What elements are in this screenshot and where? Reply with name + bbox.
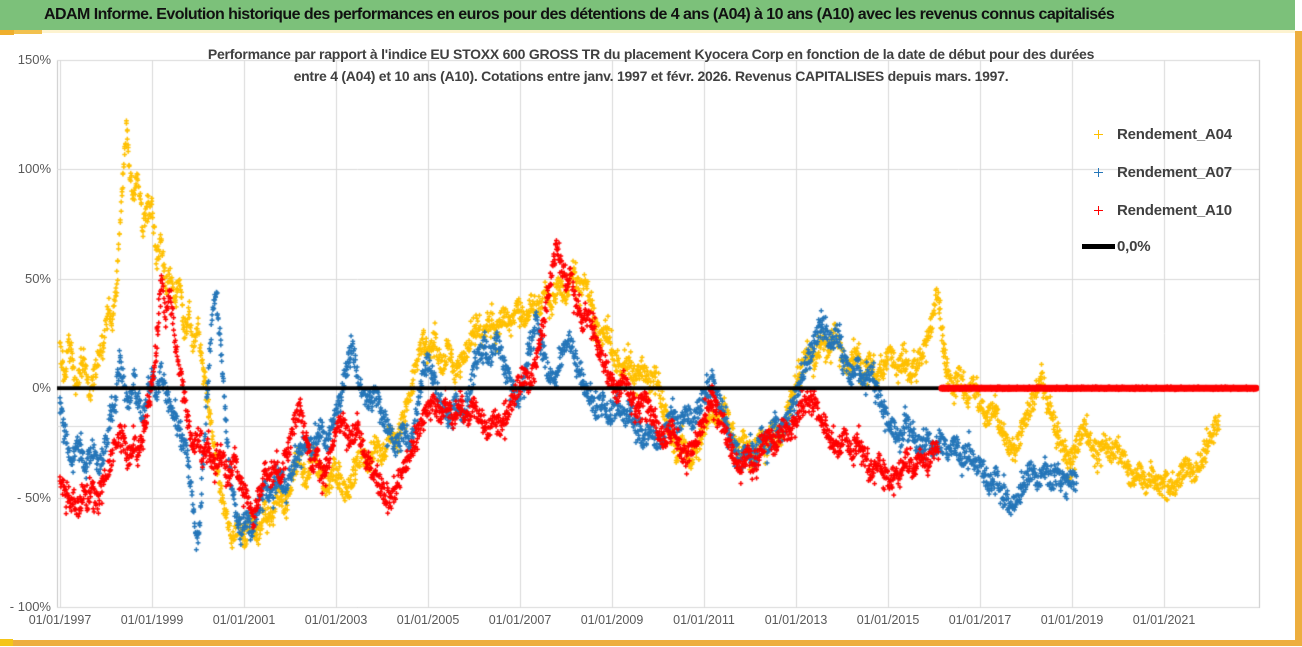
x-axis-tick-label: 01/01/2005 xyxy=(396,613,460,627)
x-axis-tick-label: 01/01/2011 xyxy=(673,613,735,627)
x-axis-tick-label: 01/01/1999 xyxy=(120,613,184,627)
x-axis-tick-label: 01/01/2001 xyxy=(212,613,276,627)
x-axis-tick-label: 01/01/2009 xyxy=(580,613,644,627)
x-axis-tick-label: 01/01/2003 xyxy=(304,613,368,627)
gold-accent-corner-bottom xyxy=(0,639,13,646)
x-axis-tick-label: 01/01/2013 xyxy=(764,613,828,627)
plus-marker-icon xyxy=(1094,130,1103,139)
y-axis-tick-label: 0% xyxy=(32,380,51,396)
gold-border-right xyxy=(1295,31,1302,645)
gold-accent-strip-left xyxy=(0,30,42,34)
x-axis-tick-label: 01/01/2021 xyxy=(1132,613,1196,627)
legend-label-a07: Rendement_A07 xyxy=(1117,164,1232,181)
legend-item-a10: Rendement_A10 xyxy=(1094,202,1232,219)
report-title: ADAM Informe. Evolution historique des p… xyxy=(44,6,1115,23)
x-axis-tick-label: 01/01/2007 xyxy=(488,613,552,627)
x-axis-tick-label: 01/01/2017 xyxy=(948,613,1012,627)
plus-marker-icon xyxy=(1094,168,1103,177)
gold-border-bottom xyxy=(0,640,1302,646)
legend-item-a07: Rendement_A07 xyxy=(1094,164,1232,181)
gold-accent-corner-top xyxy=(0,30,14,35)
legend-item-a04: Rendement_A04 xyxy=(1094,126,1232,143)
y-axis-tick-label: 50% xyxy=(24,270,51,286)
y-axis-tick-label: - 50% xyxy=(17,489,51,505)
y-axis-tick-label: 150% xyxy=(17,52,51,67)
chart-title-line2: entre 4 (A04) et 10 ans (A10). Cotations… xyxy=(293,68,1009,84)
legend-label-a10: Rendement_A10 xyxy=(1117,202,1232,219)
chart-title-line1: Performance par rapport à l'indice EU ST… xyxy=(207,46,1095,62)
pale-accent-strip xyxy=(0,30,1295,33)
legend-label-a04: Rendement_A04 xyxy=(1117,126,1232,143)
x-axis-tick-label: 01/01/2015 xyxy=(856,613,920,627)
y-axis-tick-label: - 100% xyxy=(9,599,51,614)
plus-marker-icon xyxy=(1094,206,1103,215)
legend-item-zero-line: 0,0% xyxy=(1082,238,1151,255)
report-title-bar: ADAM Informe. Evolution historique des p… xyxy=(0,0,1295,30)
legend-label-zero: 0,0% xyxy=(1117,238,1151,255)
x-axis-tick-label: 01/01/2019 xyxy=(1040,613,1104,627)
y-axis-tick-label: 100% xyxy=(17,161,51,177)
line-marker-icon xyxy=(1082,244,1115,249)
x-axis-tick-label: 01/01/1997 xyxy=(28,613,92,627)
